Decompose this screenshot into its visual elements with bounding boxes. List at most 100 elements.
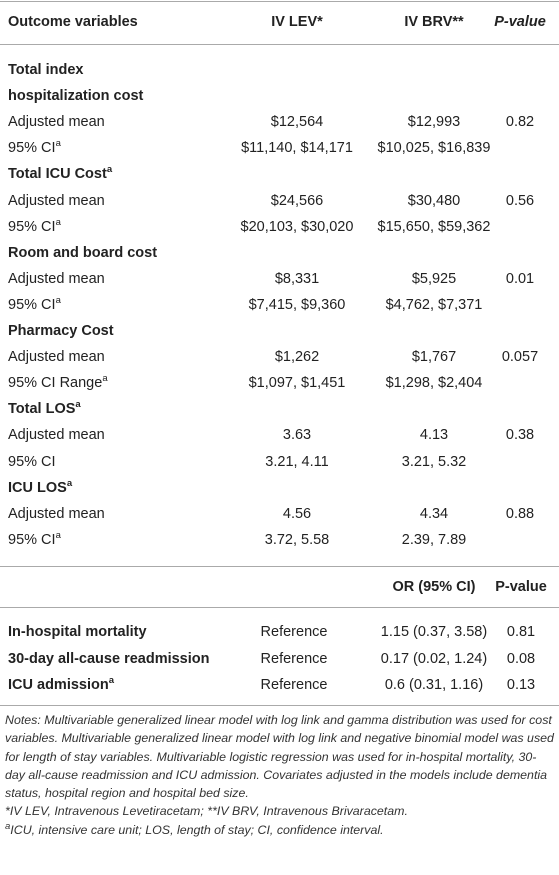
text: Adjusted mean <box>8 114 105 131</box>
note-text: ICU, intensive care unit; LOS, length of… <box>10 822 384 837</box>
header-cell: IV BRV** <box>404 14 464 30</box>
p-value: 0.82 <box>505 114 535 131</box>
header-cell: P-value <box>494 14 546 30</box>
value-cell: $1,298, $2,404 <box>385 375 483 392</box>
note-main: Notes: Multivariable generalized linear … <box>5 713 554 801</box>
sup: a <box>66 477 73 489</box>
sup: a <box>5 820 11 832</box>
text: 95% CI Range <box>8 375 103 392</box>
row-label: 95% CI <box>8 452 56 472</box>
sup: a <box>55 216 61 228</box>
section-title: Total LOSa <box>8 399 81 419</box>
row-label: Adjusted mean <box>8 425 105 445</box>
section-title: Room and board cost <box>8 243 157 263</box>
row-label: ICU admissiona <box>8 675 114 695</box>
value-cell: $7,415, $9,360 <box>248 296 346 313</box>
row-label: 95% CIa <box>8 217 61 237</box>
text: 30-day all-cause readmission <box>8 650 210 667</box>
header-cell: IV LEV* <box>271 14 323 30</box>
p-value: 0.38 <box>505 427 535 444</box>
text: 95% CI <box>8 218 56 235</box>
value-cell: 3.72, 5.58 <box>264 531 330 548</box>
rule <box>0 705 559 706</box>
value-cell: $11,140, $14,171 <box>241 140 353 157</box>
value-cell: $10,025, $16,839 <box>377 140 491 157</box>
text: Total LOS <box>8 401 76 418</box>
sup: a <box>55 529 61 541</box>
row-label: Adjusted mean <box>8 269 105 289</box>
sup: a <box>102 373 108 385</box>
value-cell: 4.56 <box>282 505 312 522</box>
text: Total ICU Cost <box>8 166 107 183</box>
note-abbrev: *IV LEV, Intravenous Levetiracetam; **IV… <box>5 804 408 819</box>
p-value: 0.01 <box>505 270 535 287</box>
text: Room and board cost <box>8 244 158 261</box>
text: In-hospital mortality <box>8 624 147 640</box>
or-cell: 0.17 (0.02, 1.24) <box>380 650 488 667</box>
reference-cell: Reference <box>260 624 328 640</box>
text: ICU admission <box>8 677 109 693</box>
reference-cell: Reference <box>260 677 328 693</box>
value-cell: 3.63 <box>282 427 312 444</box>
rule <box>0 44 559 45</box>
text: Adjusted mean <box>8 505 105 522</box>
row-label: In-hospital mortality <box>8 622 147 642</box>
notes: Notes: Multivariable generalized linear … <box>5 711 555 839</box>
header-cell: OR (95% CI) <box>392 579 476 595</box>
section-title: ICU LOSa <box>8 478 72 498</box>
value-cell: $30,480 <box>407 192 461 209</box>
p-value: 0.56 <box>505 192 535 209</box>
value-cell: 3.21, 5.32 <box>401 453 467 470</box>
p-value: 0.13 <box>506 677 536 693</box>
rule <box>0 607 559 608</box>
row-label: 95% CIa <box>8 138 61 158</box>
header-cell: P-value <box>495 579 547 595</box>
section-title: Total ICU Costa <box>8 164 112 184</box>
value-cell: $12,993 <box>407 114 461 131</box>
text: Pharmacy Cost <box>8 323 114 339</box>
text: Adjusted mean <box>8 427 105 444</box>
p-value: 0.88 <box>505 505 535 522</box>
row-label: 95% CI Rangea <box>8 373 108 393</box>
p-value: 0.81 <box>506 624 536 640</box>
text: 95% CI <box>8 140 56 157</box>
note-footnote: aICU, intensive care unit; LOS, length o… <box>5 821 555 839</box>
p-value: 0.057 <box>501 349 539 366</box>
row-label: Adjusted mean <box>8 504 105 524</box>
section-title: Pharmacy Cost <box>8 321 114 341</box>
value-cell: $8,331 <box>274 270 320 287</box>
rule <box>0 566 559 567</box>
row-label: Adjusted mean <box>8 347 105 367</box>
text: Outcome variables <box>8 14 138 30</box>
sup: a <box>106 164 113 176</box>
section-title: Total index hospitalization cost <box>8 57 178 109</box>
text: 95% CI <box>8 453 56 470</box>
value-cell: $15,650, $59,362 <box>377 218 491 235</box>
value-cell: $1,262 <box>274 349 320 366</box>
text: Adjusted mean <box>8 270 105 287</box>
text: 95% CI <box>8 296 56 313</box>
sup: a <box>55 138 61 150</box>
reference-cell: Reference <box>260 650 328 667</box>
row-label: Adjusted mean <box>8 112 105 132</box>
text: Total index hospitalization cost <box>8 62 144 104</box>
sup: a <box>55 295 61 307</box>
value-cell: $20,103, $30,020 <box>240 218 354 235</box>
header-cell: Outcome variables <box>8 12 138 32</box>
rule <box>0 1 559 2</box>
value-cell: $1,767 <box>411 349 457 366</box>
value-cell: 4.34 <box>419 505 449 522</box>
or-cell: 1.15 (0.37, 3.58) <box>380 624 488 640</box>
value-cell: $4,762, $7,371 <box>385 296 483 313</box>
text: 95% CI <box>8 531 56 548</box>
text: Adjusted mean <box>8 192 105 209</box>
or-cell: 0.6 (0.31, 1.16) <box>384 677 484 693</box>
value-cell: 2.39, 7.89 <box>401 531 467 548</box>
value-cell: $12,564 <box>270 114 324 131</box>
row-label: Adjusted mean <box>8 191 105 211</box>
value-cell: $24,566 <box>270 192 324 209</box>
sup: a <box>75 399 81 411</box>
value-cell: 4.13 <box>419 427 449 444</box>
text: ICU LOS <box>8 479 67 496</box>
